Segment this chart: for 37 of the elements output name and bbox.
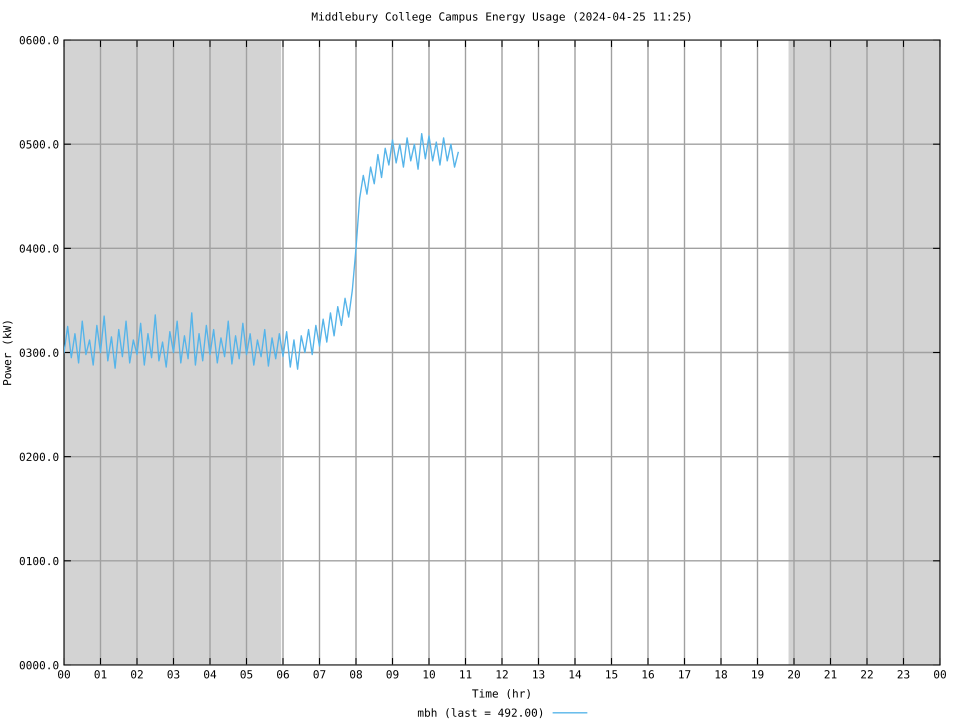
x-tick-label: 23 (898, 670, 910, 679)
y-tick-label: 0400.0 (20, 244, 58, 253)
y-axis-title: Power (kW) (2, 321, 13, 385)
x-tick-label: 07 (314, 670, 326, 679)
x-tick-label: 03 (168, 670, 180, 679)
x-axis-title: Time (hr) (472, 689, 530, 699)
y-tick-label: 0500.0 (20, 140, 58, 149)
x-tick-label: 17 (679, 670, 690, 678)
x-tick-label: 18 (716, 670, 727, 679)
x-tick-label: 04 (204, 670, 216, 679)
x-tick-label: 22 (861, 670, 873, 678)
x-tick-label: 13 (533, 670, 544, 679)
x-tick-label: 21 (824, 670, 836, 678)
x-tick-label: 00 (934, 670, 946, 679)
x-tick-label: 06 (277, 670, 289, 679)
y-tick-label: 0600.0 (20, 36, 58, 44)
y-tick-label: 0200.0 (20, 452, 58, 462)
legend-label: mbh (last = 492.00) (418, 708, 542, 718)
x-tick-label: 19 (752, 670, 764, 679)
x-tick-label: 10 (424, 670, 435, 679)
x-tick-label: 12 (496, 670, 508, 678)
line-series (64, 133, 459, 370)
x-tick-label: 16 (642, 670, 654, 679)
x-tick-label: 14 (570, 670, 582, 678)
x-tick-label: 15 (606, 670, 618, 679)
x-tick-label: 00 (58, 670, 70, 679)
y-tick-label: 0300.0 (20, 348, 58, 357)
chart-title: Middlebury College Campus Energy Usage (2024-04-25 11:25) (312, 12, 690, 23)
x-tick-label: 11 (460, 670, 472, 678)
x-tick-label: 08 (350, 670, 362, 679)
x-tick-label: 05 (240, 670, 252, 679)
x-tick-label: 01 (94, 670, 106, 679)
x-tick-label: 20 (788, 670, 800, 679)
x-tick-label: 02 (131, 670, 143, 679)
y-tick-label: 0000.0 (20, 661, 58, 670)
y-tick-label: 0100.0 (20, 556, 58, 566)
x-tick-label: 09 (386, 670, 398, 679)
